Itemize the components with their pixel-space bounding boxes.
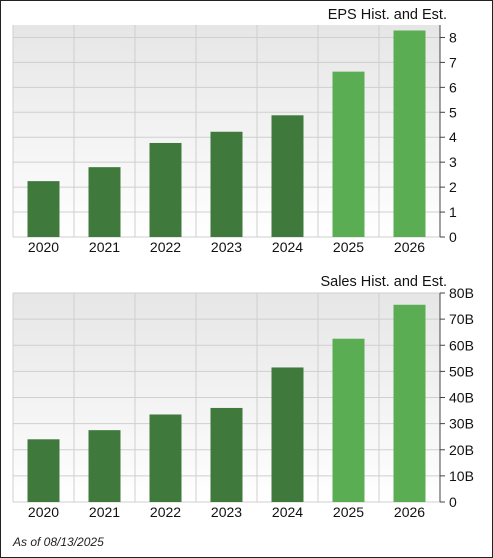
eps-xtick-label: 2021 <box>89 239 120 255</box>
sales-bar-2024 <box>271 367 304 502</box>
eps-xtick-label: 2020 <box>28 239 59 255</box>
eps-ytick-label: 8 <box>449 29 457 45</box>
sales-xtick-label: 2022 <box>150 504 181 520</box>
eps-ytick-label: 2 <box>449 179 457 195</box>
eps-bar-2026 <box>393 30 426 237</box>
eps-bar-2020 <box>27 181 60 237</box>
sales-bar-2021 <box>88 430 121 502</box>
sales-ytick-label: 70B <box>449 311 474 327</box>
sales-ytick-label: 40B <box>449 390 474 406</box>
sales-ytick-label: 0 <box>449 494 457 510</box>
sales-bar-2026 <box>393 304 426 502</box>
sales-bar-2025 <box>332 338 365 502</box>
sales-xtick-label: 2024 <box>272 504 303 520</box>
eps-ytick-label: 7 <box>449 54 457 70</box>
sales-xtick-label: 2021 <box>89 504 120 520</box>
eps-bar-2024 <box>271 115 304 237</box>
sales-ytick-label: 30B <box>449 416 474 432</box>
eps-xtick-label: 2023 <box>211 239 242 255</box>
sales-ytick-label: 60B <box>449 337 474 353</box>
eps-ytick-label: 4 <box>449 129 457 145</box>
eps-ytick-label: 3 <box>449 154 457 170</box>
sales-chart-title: Sales Hist. and Est. <box>320 274 447 290</box>
sales-xtick-label: 2025 <box>333 504 364 520</box>
eps-xtick-label: 2024 <box>272 239 303 255</box>
sales-chart: 0 10B 20B 30B 40B 50B 60B 70B 80B 2020 2021 2022 202… <box>12 274 474 520</box>
sales-bar-2020 <box>27 439 60 502</box>
eps-xtick-label: 2025 <box>333 239 364 255</box>
sales-ytick-label: 10B <box>449 468 474 484</box>
eps-xtick-label: 2026 <box>394 239 425 255</box>
eps-xtick-label: 2022 <box>150 239 181 255</box>
sales-ytick-label: 80B <box>449 285 474 301</box>
sales-bar-2022 <box>149 414 182 502</box>
eps-ytick-label: 6 <box>449 79 457 95</box>
sales-xtick-label: 2026 <box>394 504 425 520</box>
eps-bar-2025 <box>332 71 365 237</box>
eps-bar-2023 <box>210 131 243 237</box>
sales-xtick-label: 2020 <box>28 504 59 520</box>
sales-bar-2023 <box>210 407 243 502</box>
sales-xtick-label: 2023 <box>211 504 242 520</box>
eps-ytick-label: 0 <box>449 229 457 245</box>
eps-ytick-label: 5 <box>449 104 457 120</box>
eps-bar-2021 <box>88 167 121 237</box>
sales-ytick-label: 50B <box>449 363 474 379</box>
eps-chart-title: EPS Hist. and Est. <box>328 7 447 23</box>
eps-ytick-label: 1 <box>449 204 457 220</box>
sales-ytick-label: 20B <box>449 442 474 458</box>
eps-chart: 0 1 2 3 4 5 6 7 8 2020 2021 2022 2023 2024 2025 2026 EPS… <box>12 7 457 255</box>
as-of-date: As of 08/13/2025 <box>13 535 104 549</box>
eps-bar-2022 <box>149 142 182 237</box>
